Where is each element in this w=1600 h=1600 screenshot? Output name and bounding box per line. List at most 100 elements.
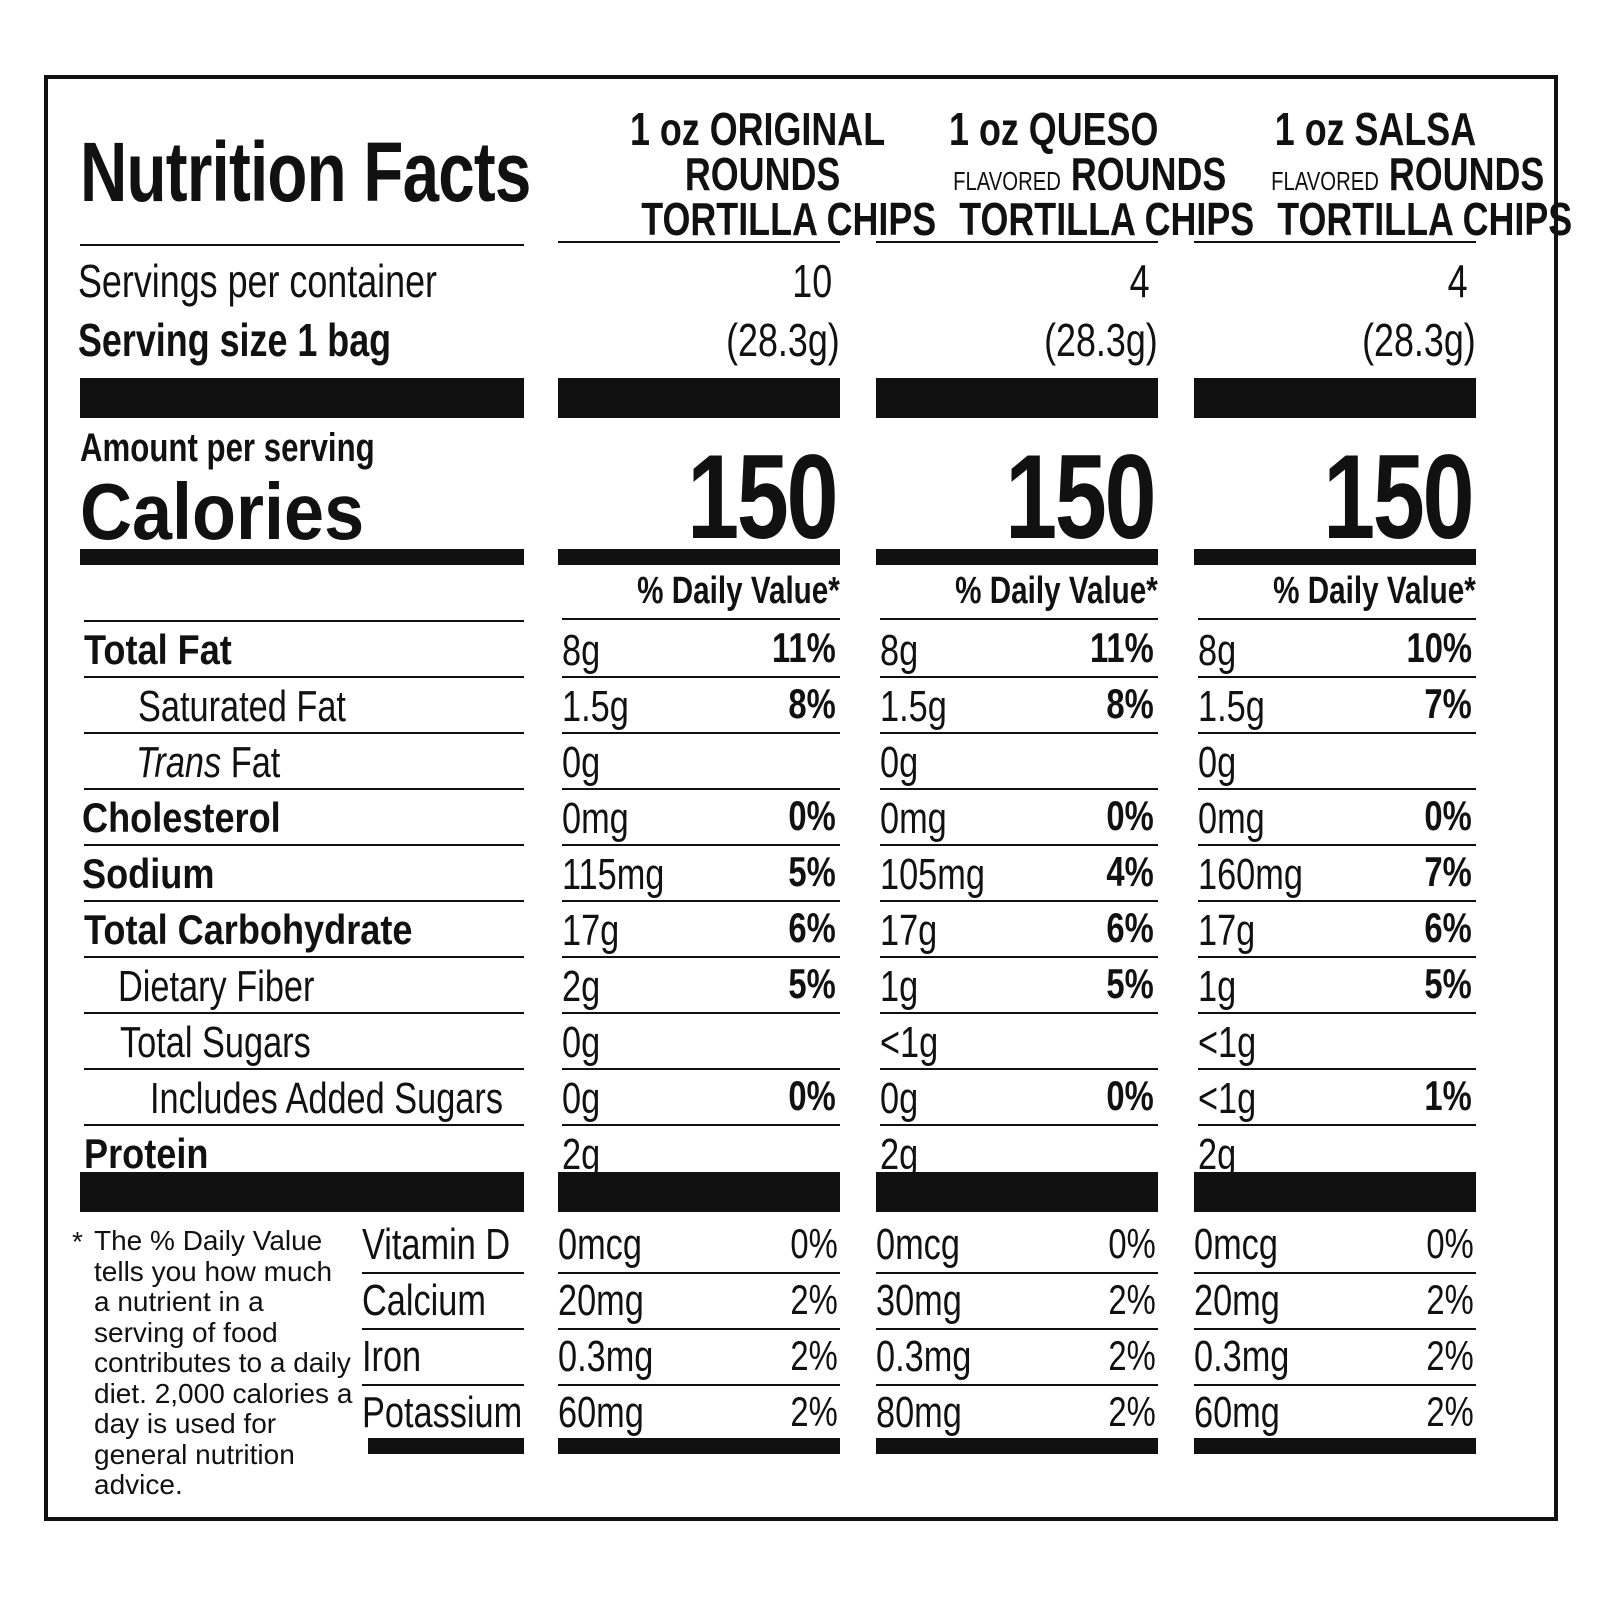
row-divider — [1198, 676, 1476, 678]
row-divider — [562, 676, 840, 678]
daily-value-percent — [876, 1128, 1154, 1176]
nutrient-label: Protein — [84, 1130, 209, 1177]
row-divider — [562, 1012, 840, 1014]
label-title: Nutrition Facts — [80, 125, 531, 219]
amount-value: 2g — [880, 1130, 919, 1179]
divider — [562, 618, 840, 620]
daily-value-percent — [558, 1128, 836, 1176]
daily-value-percent — [1194, 1016, 1472, 1064]
row-divider — [562, 788, 840, 790]
product-name-line3: TORTILLA CHIPS — [959, 193, 1255, 245]
row-divider — [562, 1068, 840, 1070]
daily-value-percent — [876, 736, 1154, 784]
nutrient-label: Trans Fat — [136, 738, 281, 787]
amount-value: 8g — [1198, 626, 1237, 675]
product-name-line3: TORTILLA CHIPS — [1277, 193, 1573, 245]
amount-value: 1.5g — [562, 682, 629, 731]
nutrient-label: Total Fat — [84, 626, 232, 673]
vitamin-percent: 0% — [1108, 1220, 1156, 1267]
vitamin-amount: 80mg — [876, 1388, 962, 1437]
daily-value-percent: 5% — [1424, 960, 1472, 1007]
calories-value: 150 — [1004, 430, 1156, 564]
daily-value-percent: 11% — [772, 624, 836, 671]
daily-value-percent: 10% — [1406, 624, 1472, 671]
divider — [880, 618, 1158, 620]
daily-value-percent: 5% — [788, 848, 836, 895]
thick-divider — [558, 378, 840, 418]
vitamin-label: Potassium — [362, 1388, 523, 1437]
amount-value: 17g — [1198, 906, 1256, 955]
row-divider — [1198, 1124, 1476, 1126]
serving-size-label: Serving size 1 bag — [78, 314, 392, 366]
daily-value-percent: 11% — [1090, 624, 1154, 671]
row-divider — [562, 844, 840, 846]
row-divider — [880, 788, 1158, 790]
daily-value-percent: 6% — [1424, 904, 1472, 951]
nutrient-label: Total Sugars — [120, 1018, 311, 1067]
medium-divider — [80, 549, 524, 565]
serving-weight: (28.3g) — [1044, 314, 1158, 366]
nutrient-label: Dietary Fiber — [118, 962, 315, 1011]
vitamin-amount: 0.3mg — [1194, 1332, 1290, 1381]
product-name-line1: 1 oz QUESO — [948, 103, 1158, 155]
vitamin-percent: 2% — [790, 1332, 838, 1379]
daily-value-percent: 5% — [1106, 960, 1154, 1007]
amount-value: 105mg — [880, 850, 985, 899]
amount-value: 17g — [562, 906, 620, 955]
amount-value: 0g — [1198, 738, 1237, 787]
vitamin-percent: 2% — [1108, 1332, 1156, 1379]
daily-value-percent — [1194, 736, 1472, 784]
amount-value: 1.5g — [880, 682, 947, 731]
row-divider — [1194, 1328, 1476, 1330]
daily-value-percent: 0% — [1106, 1072, 1154, 1119]
amount-value: 8g — [562, 626, 601, 675]
nutrient-label: Sodium — [82, 850, 215, 897]
vitamin-amount: 0.3mg — [876, 1332, 972, 1381]
row-divider — [84, 1124, 524, 1126]
row-divider — [1198, 956, 1476, 958]
product-name-line3: TORTILLA CHIPS — [641, 193, 937, 245]
daily-value-percent: 0% — [1106, 792, 1154, 839]
divider — [1194, 241, 1476, 243]
divider — [84, 620, 524, 622]
vitamin-amount: 0mcg — [558, 1220, 642, 1269]
thick-divider — [1194, 1172, 1476, 1212]
amount-value: <1g — [880, 1018, 939, 1067]
row-divider — [1198, 1012, 1476, 1014]
daily-value-percent — [558, 1016, 836, 1064]
thick-divider — [558, 1172, 840, 1212]
row-divider — [876, 1272, 1158, 1274]
row-divider — [1198, 1068, 1476, 1070]
medium-divider — [558, 549, 840, 565]
vitamin-amount: 60mg — [1194, 1388, 1280, 1437]
amount-value: 0g — [562, 1018, 601, 1067]
daily-value-percent: 0% — [788, 792, 836, 839]
daily-value-percent: 0% — [788, 1072, 836, 1119]
divider — [876, 241, 1158, 243]
vitamin-label: Iron — [362, 1332, 422, 1381]
product-name-line2: FLAVORED ROUNDS — [953, 148, 1227, 200]
thick-divider — [80, 378, 524, 418]
amount-value: 1g — [880, 962, 919, 1011]
calories-value: 150 — [686, 430, 838, 564]
product-name-line2: FLAVORED ROUNDS — [1271, 148, 1545, 200]
row-divider — [562, 732, 840, 734]
divider — [558, 241, 840, 243]
daily-value-percent: 4% — [1106, 848, 1154, 895]
row-divider — [84, 900, 524, 902]
calories-label: Calories — [80, 467, 365, 556]
servings-value: 4 — [1130, 255, 1150, 307]
daily-value-percent — [876, 1016, 1154, 1064]
row-divider — [84, 1012, 524, 1014]
daily-value-header: % Daily Value* — [1273, 570, 1476, 612]
vitamin-percent: 0% — [1426, 1220, 1474, 1267]
row-divider — [362, 1272, 524, 1274]
row-divider — [1194, 1384, 1476, 1386]
vitamin-amount: 20mg — [1194, 1276, 1280, 1325]
row-divider — [1198, 900, 1476, 902]
divider — [1198, 618, 1476, 620]
row-divider — [880, 676, 1158, 678]
daily-value-percent — [1194, 1128, 1472, 1176]
product-name-line1: 1 oz ORIGINAL — [629, 103, 886, 155]
nutrient-label: Cholesterol — [82, 794, 281, 841]
